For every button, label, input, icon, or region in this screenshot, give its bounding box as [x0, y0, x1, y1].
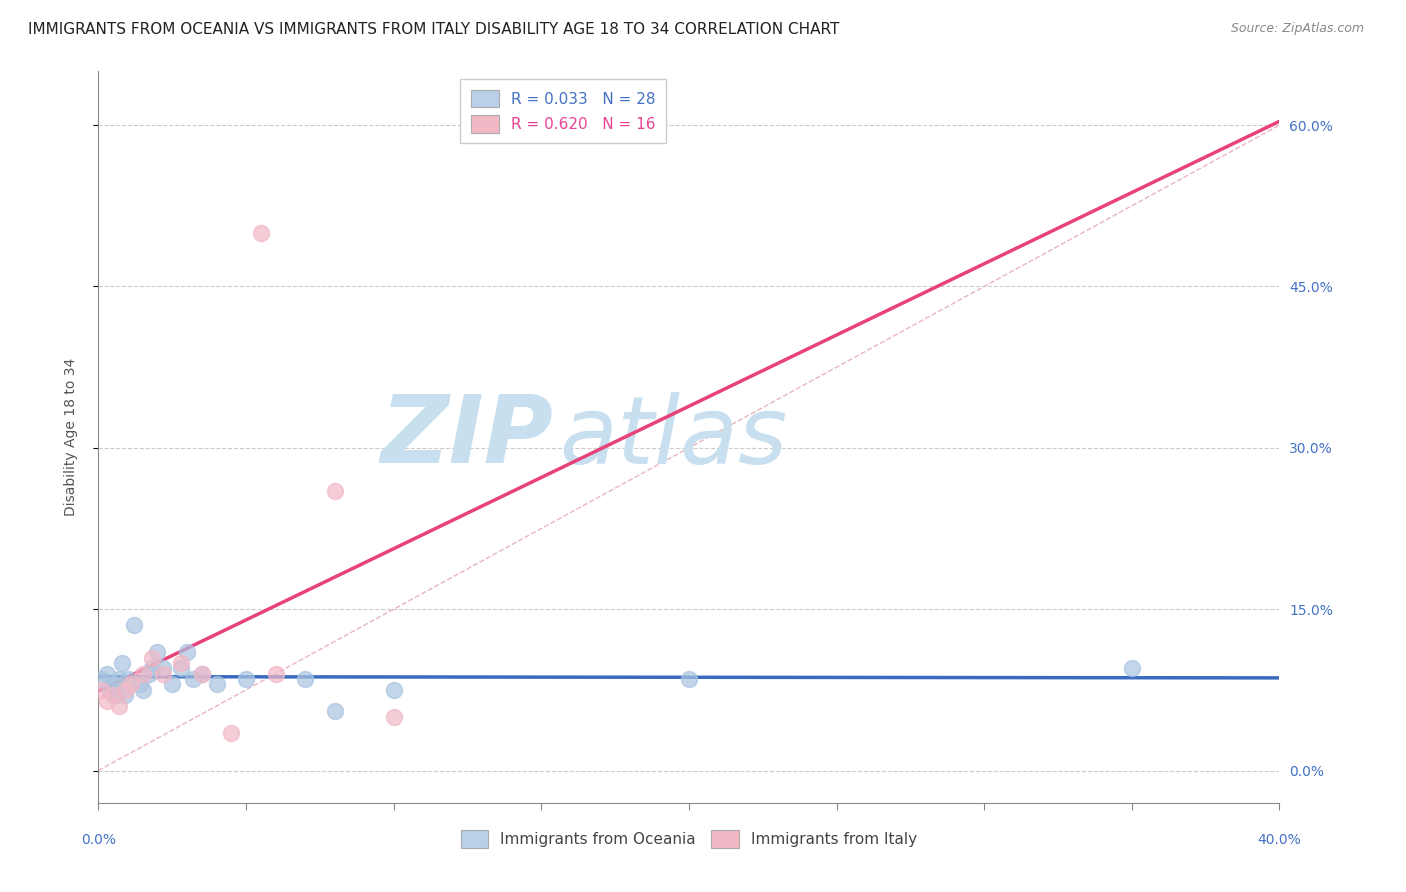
Point [98, 682, 121, 697]
Point [170, 661, 193, 675]
Point [90, 682, 112, 697]
Point [294, 672, 316, 686]
Point [117, 672, 139, 686]
Text: atlas: atlas [560, 392, 787, 483]
Point [96, 693, 118, 707]
Text: Source: ZipAtlas.com: Source: ZipAtlas.com [1230, 22, 1364, 36]
Point [103, 677, 125, 691]
Point [191, 666, 214, 681]
Point [141, 650, 163, 665]
Point [128, 677, 150, 691]
Point [181, 672, 204, 686]
Point [382, 710, 405, 724]
Point [105, 688, 128, 702]
Text: ZIP: ZIP [380, 391, 553, 483]
Point [152, 666, 174, 681]
Point [1121, 661, 1143, 675]
Point [111, 656, 134, 670]
Point [96, 666, 118, 681]
Point [205, 677, 228, 691]
Point [191, 666, 214, 681]
Y-axis label: Disability Age 18 to 34: Disability Age 18 to 34 [63, 358, 77, 516]
Point [162, 677, 183, 691]
Point [90, 672, 112, 686]
Legend: Immigrants from Oceania, Immigrants from Italy: Immigrants from Oceania, Immigrants from… [454, 824, 924, 854]
Point [120, 677, 142, 691]
Point [221, 726, 243, 740]
Point [176, 645, 198, 659]
Point [250, 226, 273, 240]
Point [323, 483, 346, 498]
Point [138, 666, 160, 681]
Point [132, 682, 155, 697]
Point [108, 698, 131, 713]
Point [141, 661, 163, 675]
Point [235, 672, 257, 686]
Point [170, 656, 193, 670]
Text: IMMIGRANTS FROM OCEANIA VS IMMIGRANTS FROM ITALY DISABILITY AGE 18 TO 34 CORRELA: IMMIGRANTS FROM OCEANIA VS IMMIGRANTS FR… [28, 22, 839, 37]
Point [114, 682, 136, 697]
Point [122, 618, 145, 632]
Text: 40.0%: 40.0% [1257, 833, 1302, 847]
Point [382, 682, 405, 697]
Point [108, 672, 131, 686]
Point [132, 666, 155, 681]
Point [323, 705, 346, 719]
Point [152, 661, 174, 675]
Point [103, 688, 125, 702]
Point [264, 666, 287, 681]
Point [678, 672, 700, 686]
Point [146, 645, 169, 659]
Point [114, 688, 136, 702]
Text: 0.0%: 0.0% [82, 833, 115, 847]
